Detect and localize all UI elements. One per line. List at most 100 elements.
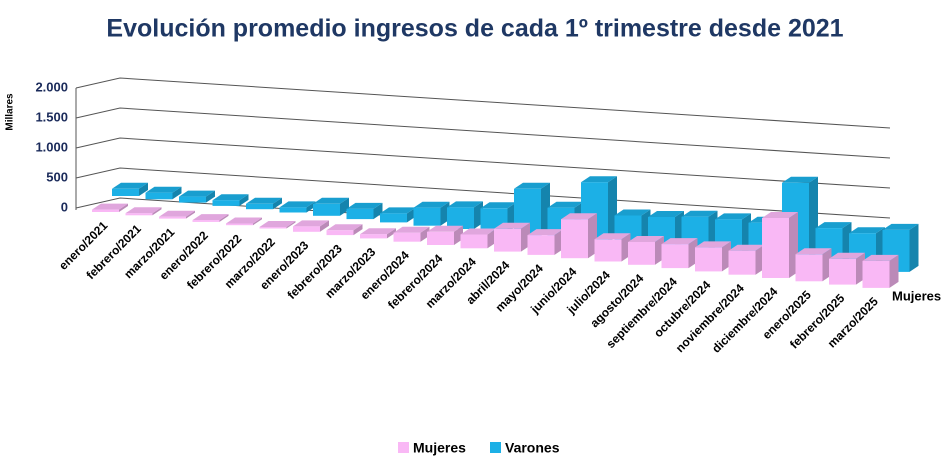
bar-top: [728, 244, 765, 251]
bar-top: [293, 220, 329, 227]
bar-top: [594, 233, 631, 240]
bar-side: [139, 182, 148, 196]
bar: [192, 220, 220, 222]
bar: [259, 227, 287, 229]
bar-top: [782, 176, 818, 183]
bar-side: [239, 194, 249, 206]
bar-top: [226, 217, 262, 224]
bar: [293, 226, 320, 232]
bar: [326, 230, 354, 236]
y-tick-label: 2.000: [35, 79, 68, 94]
bar: [346, 208, 374, 220]
bar-top: [145, 186, 182, 193]
bar-top: [393, 226, 430, 233]
bar: [313, 203, 340, 216]
bar: [561, 219, 588, 259]
bar-top: [480, 202, 517, 209]
bar: [762, 218, 789, 278]
bar-top: [413, 201, 450, 208]
bar: [661, 244, 689, 269]
bar-side: [119, 203, 128, 212]
bar: [179, 196, 206, 203]
y-tick-label: 0: [61, 199, 68, 214]
grid-line: [75, 77, 891, 129]
bar-top: [795, 248, 832, 255]
bar: [460, 234, 488, 249]
bar-top: [648, 211, 684, 217]
bar-top: [614, 209, 651, 216]
grid-line: [75, 137, 891, 189]
legend-label: Varones: [505, 440, 560, 456]
bar-side: [387, 228, 396, 239]
bar: [427, 231, 454, 245]
bar-top: [313, 197, 349, 204]
bar-side: [253, 217, 262, 226]
bar: [393, 232, 421, 242]
bar: [494, 228, 521, 252]
chart-title: Evolución promedio ingresos de cada 1º t…: [106, 15, 843, 43]
bar: [125, 213, 153, 216]
bar-top: [159, 210, 195, 217]
bar-top: [192, 214, 229, 221]
bar-top: [380, 207, 416, 214]
bar-side: [206, 190, 215, 203]
bar-top: [547, 201, 584, 208]
bar-top: [326, 224, 363, 231]
bar-top: [882, 223, 919, 230]
bar-side: [186, 210, 195, 219]
legend-label: Mujeres: [413, 440, 466, 456]
y-axis-label: Millares: [5, 93, 16, 131]
bar: [829, 258, 856, 285]
bar-top: [561, 213, 597, 220]
bar-side: [909, 223, 919, 272]
bar: [380, 213, 407, 223]
bar-side: [353, 224, 363, 236]
bar: [594, 239, 622, 262]
bar: [527, 235, 555, 255]
y-tick-label: 1.500: [35, 109, 68, 124]
bar-side: [219, 214, 229, 222]
bar: [728, 250, 756, 275]
bar: [226, 223, 253, 226]
bar-side: [889, 254, 899, 288]
bar: [279, 207, 307, 213]
bar: [159, 216, 186, 219]
bar: [92, 209, 119, 212]
bar-top: [695, 241, 731, 248]
bar-top: [715, 213, 751, 220]
bar-top: [279, 201, 316, 208]
bar-side: [273, 197, 282, 210]
y-tick-label: 500: [46, 169, 68, 184]
bar-side: [152, 207, 162, 216]
bar-top: [447, 201, 483, 208]
grid-line: [75, 167, 891, 219]
x-tick-label: diciembre/2024: [709, 284, 780, 355]
bar: [695, 247, 722, 272]
bar: [862, 260, 890, 288]
bar: [413, 207, 441, 226]
bar: [628, 242, 655, 265]
bar-top: [862, 254, 899, 261]
bar: [112, 188, 139, 196]
depth-axis-label: Mujeres: [892, 288, 941, 303]
bar: [360, 234, 387, 239]
bar-top: [112, 182, 148, 189]
bar-side: [420, 226, 430, 242]
bar-top: [829, 252, 865, 259]
y-tick-label: 1.000: [35, 139, 68, 154]
legend-swatch: [398, 442, 409, 453]
bar: [795, 254, 823, 282]
bar: [212, 200, 240, 206]
bar-side: [320, 220, 329, 232]
bar-top: [125, 207, 162, 214]
bar-top: [92, 203, 128, 210]
bar-top: [762, 212, 798, 218]
bar-side: [172, 186, 182, 200]
bar-top: [212, 194, 249, 201]
bar-top: [628, 236, 664, 242]
bar-side: [286, 221, 296, 229]
bar-top: [360, 228, 396, 235]
bar-top: [460, 228, 497, 235]
legend-swatch: [490, 442, 501, 453]
